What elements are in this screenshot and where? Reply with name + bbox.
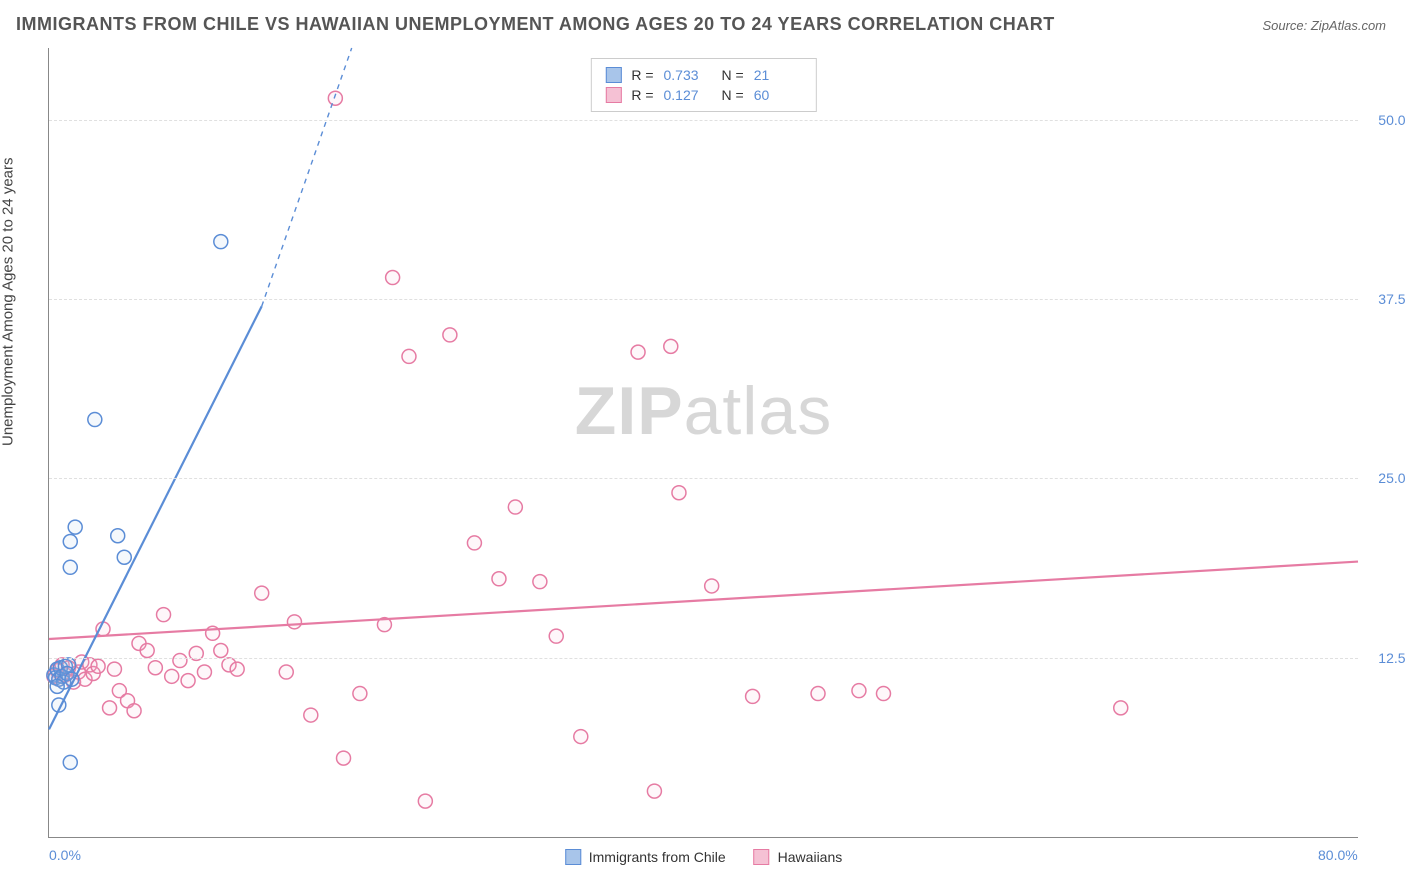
trend-line-dashed xyxy=(262,48,352,306)
data-point xyxy=(88,413,102,427)
data-point xyxy=(91,659,105,673)
ytick-label: 12.5% xyxy=(1378,650,1406,666)
stats-n-label-1: N = xyxy=(722,67,744,83)
data-point xyxy=(63,560,77,574)
data-point xyxy=(328,91,342,105)
data-point xyxy=(197,665,211,679)
data-point xyxy=(492,572,506,586)
ytick-label: 25.0% xyxy=(1378,470,1406,486)
data-point xyxy=(63,755,77,769)
xtick-label: 80.0% xyxy=(1318,847,1358,863)
data-point xyxy=(672,486,686,500)
data-point xyxy=(574,730,588,744)
data-point xyxy=(1114,701,1128,715)
data-point xyxy=(50,679,64,693)
data-point xyxy=(140,644,154,658)
data-point xyxy=(148,661,162,675)
y-axis-label: Unemployment Among Ages 20 to 24 years xyxy=(0,157,17,446)
data-point xyxy=(287,615,301,629)
legend-item-1: Immigrants from Chile xyxy=(565,849,726,865)
stats-n-val-2: 60 xyxy=(754,87,802,103)
bottom-legend: Immigrants from Chile Hawaiians xyxy=(565,849,843,865)
data-point xyxy=(255,586,269,600)
source-label: Source: ZipAtlas.com xyxy=(1262,18,1386,33)
ytick-label: 50.0% xyxy=(1378,112,1406,128)
data-point xyxy=(157,608,171,622)
plot-area: ZIPatlas R = 0.733 N = 21 R = 0.127 N = … xyxy=(48,48,1358,838)
data-point xyxy=(533,575,547,589)
stats-swatch-1 xyxy=(605,67,621,83)
legend-label-2: Hawaiians xyxy=(778,849,843,865)
ytick-label: 37.5% xyxy=(1378,291,1406,307)
data-point xyxy=(304,708,318,722)
stats-n-val-1: 21 xyxy=(754,67,802,83)
data-point xyxy=(664,339,678,353)
legend-label-1: Immigrants from Chile xyxy=(589,849,726,865)
data-point xyxy=(127,704,141,718)
data-point xyxy=(103,701,117,715)
data-point xyxy=(852,684,866,698)
data-point xyxy=(549,629,563,643)
data-point xyxy=(173,654,187,668)
legend-swatch-1 xyxy=(565,849,581,865)
data-point xyxy=(876,687,890,701)
gridline xyxy=(49,478,1358,479)
data-point xyxy=(337,751,351,765)
stats-box: R = 0.733 N = 21 R = 0.127 N = 60 xyxy=(590,58,816,112)
gridline xyxy=(49,658,1358,659)
trend-line xyxy=(49,562,1358,639)
stats-row-2: R = 0.127 N = 60 xyxy=(605,85,801,105)
data-point xyxy=(353,687,367,701)
data-point xyxy=(63,534,77,548)
data-point xyxy=(68,520,82,534)
legend-item-2: Hawaiians xyxy=(754,849,843,865)
plot-svg xyxy=(49,48,1358,837)
data-point xyxy=(508,500,522,514)
data-point xyxy=(214,644,228,658)
data-point xyxy=(811,687,825,701)
stats-r-label-2: R = xyxy=(631,87,653,103)
data-point xyxy=(443,328,457,342)
data-point xyxy=(107,662,121,676)
stats-row-1: R = 0.733 N = 21 xyxy=(605,65,801,85)
data-point xyxy=(418,794,432,808)
data-point xyxy=(181,674,195,688)
data-point xyxy=(631,345,645,359)
xtick-label: 0.0% xyxy=(49,847,81,863)
data-point xyxy=(214,235,228,249)
data-point xyxy=(165,669,179,683)
stats-r-label-1: R = xyxy=(631,67,653,83)
stats-swatch-2 xyxy=(605,87,621,103)
data-point xyxy=(647,784,661,798)
stats-r-val-1: 0.733 xyxy=(664,67,712,83)
data-point xyxy=(230,662,244,676)
legend-swatch-2 xyxy=(754,849,770,865)
data-point xyxy=(386,271,400,285)
stats-n-label-2: N = xyxy=(722,87,744,103)
gridline xyxy=(49,299,1358,300)
data-point xyxy=(705,579,719,593)
data-point xyxy=(402,349,416,363)
stats-r-val-2: 0.127 xyxy=(664,87,712,103)
data-point xyxy=(467,536,481,550)
gridline xyxy=(49,120,1358,121)
data-point xyxy=(111,529,125,543)
chart-title: IMMIGRANTS FROM CHILE VS HAWAIIAN UNEMPL… xyxy=(16,14,1055,35)
chart-container: IMMIGRANTS FROM CHILE VS HAWAIIAN UNEMPL… xyxy=(0,0,1406,892)
data-point xyxy=(279,665,293,679)
data-point xyxy=(117,550,131,564)
data-point xyxy=(746,689,760,703)
